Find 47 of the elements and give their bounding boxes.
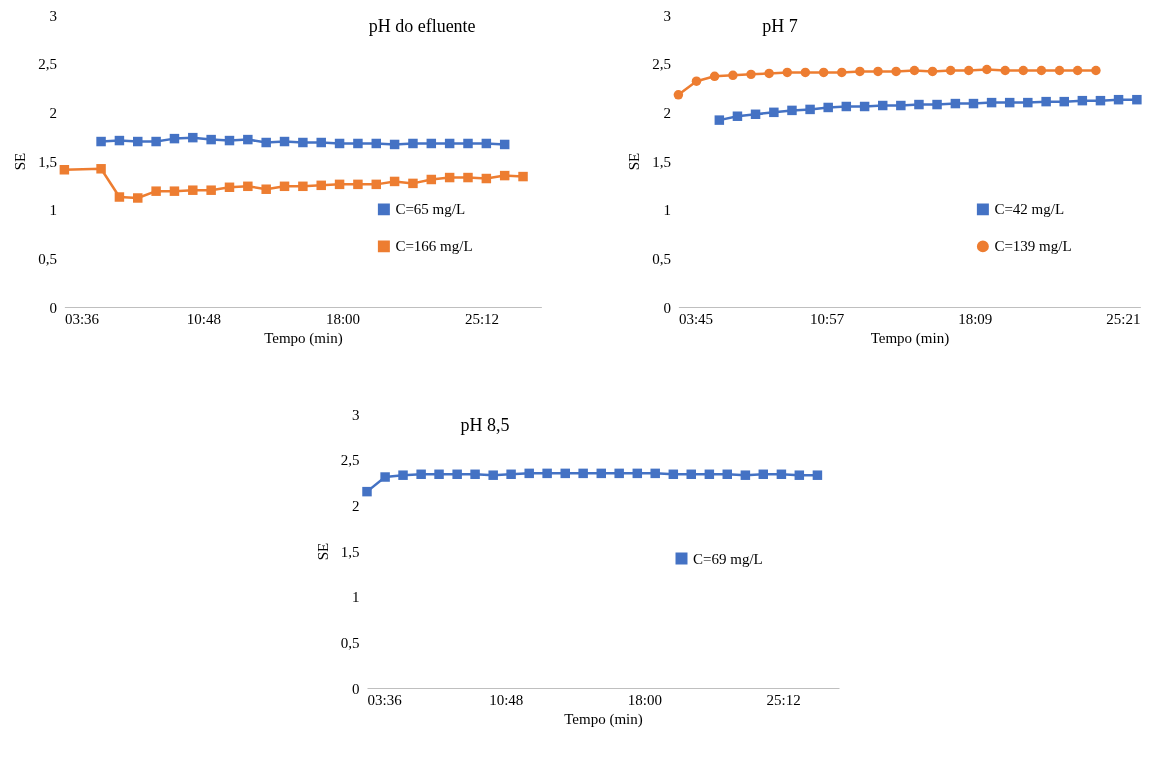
y-tick-label: 0,5: [38, 250, 57, 267]
y-tick-label: 2: [663, 104, 671, 121]
y-axis-title: SE: [626, 152, 643, 171]
x-tick-label: 18:09: [958, 310, 993, 327]
chart-title: pH 8,5: [460, 415, 510, 435]
x-axis-title: Tempo (min): [870, 329, 950, 347]
x-axis-title: Tempo (min): [564, 710, 643, 728]
y-tick-label: 1: [352, 589, 360, 606]
y-tick-label: 3: [663, 7, 671, 24]
legend-label: C=65 mg/L: [395, 201, 466, 218]
x-tick-label: 25:12: [464, 310, 500, 327]
x-axis-title: Tempo (min): [264, 329, 343, 347]
y-tick-label: 0: [352, 680, 360, 697]
y-tick-label: 1,5: [652, 153, 671, 170]
y-tick-label: 1: [49, 202, 57, 219]
legend-label: C=166 mg/L: [395, 238, 473, 255]
x-tick-label: 25:12: [766, 691, 801, 708]
x-tick-label: 10:57: [809, 310, 845, 327]
x-tick-label: 25:21: [1106, 310, 1141, 327]
y-tick-label: 3: [352, 406, 360, 423]
y-tick-label: 3: [49, 7, 57, 24]
y-tick-label: 0,5: [652, 250, 671, 267]
x-tick-label: 10:48: [186, 310, 222, 327]
chart-title: pH do efluente: [368, 16, 476, 36]
y-tick-label: 2,5: [652, 56, 671, 73]
y-tick-label: 2,5: [340, 452, 360, 469]
x-tick-label: 18:00: [627, 691, 663, 708]
y-tick-label: 2: [352, 497, 360, 514]
legend-label: C=42 mg/L: [994, 201, 1065, 218]
y-tick-label: 0: [49, 299, 57, 316]
x-tick-label: 10:48: [489, 691, 524, 708]
y-tick-label: 0,5: [340, 634, 360, 651]
x-tick-label: 03:36: [64, 310, 100, 327]
y-axis-title: SE: [314, 542, 331, 561]
y-tick-label: 0: [663, 299, 671, 316]
y-tick-label: 1,5: [38, 153, 57, 170]
y-axis-title: SE: [12, 152, 29, 171]
legend-label: C=139 mg/L: [994, 238, 1072, 255]
y-tick-label: 2,5: [38, 56, 57, 73]
legend-label: C=69 mg/L: [693, 550, 763, 567]
y-tick-label: 1: [663, 202, 671, 219]
y-tick-label: 1,5: [340, 543, 360, 560]
y-tick-label: 2: [49, 104, 57, 121]
x-tick-label: 18:00: [325, 310, 361, 327]
x-tick-label: 03:45: [678, 310, 714, 327]
x-tick-label: 03:36: [367, 691, 403, 708]
chart-title: pH 7: [762, 16, 798, 36]
